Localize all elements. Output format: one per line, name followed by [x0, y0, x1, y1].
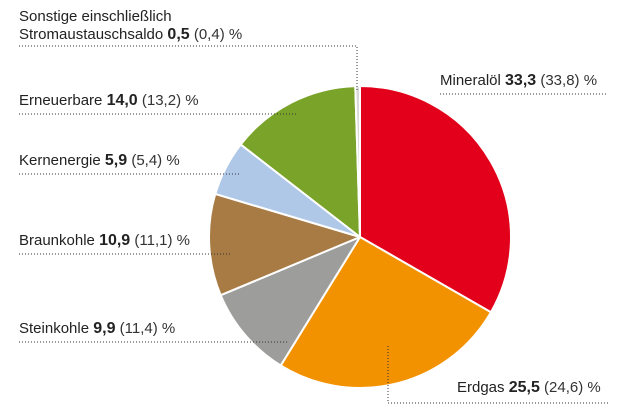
label-kernenergie-name: Kernenergie: [19, 152, 101, 169]
pie-slice-sonstige: [354, 84, 361, 238]
value-mineraloel: 33,3: [505, 72, 537, 89]
prev-value-steinkohle: (11,4): [119, 320, 158, 337]
value-sonstige: 0,5: [167, 26, 190, 43]
value-braunkohle: 10,9: [99, 232, 131, 249]
unit-braunkohle: %: [176, 232, 190, 249]
label-kernenergie: Kernenergie 5,9 (5,4) %: [19, 152, 180, 170]
pie-slice-braunkohle: [208, 192, 361, 297]
label-braunkohle-name: Braunkohle: [19, 232, 95, 249]
pie-slices: [208, 84, 512, 389]
pie-slice-erneuerbare: [239, 85, 361, 238]
label-erneuerbare-name: Erneuerbare: [19, 92, 103, 109]
leader-line-sonstige: [19, 45, 358, 90]
unit-erneuerbare: %: [185, 92, 199, 109]
pie-slice-steinkohle: [219, 236, 361, 367]
pie-slice-erdgas: [279, 236, 492, 389]
unit-sonstige: %: [228, 26, 243, 43]
value-steinkohle: 9,9: [93, 320, 116, 337]
leader-lines: [19, 45, 608, 404]
prev-value-mineraloel: (33,8): [540, 72, 580, 89]
unit-mineraloel: %: [583, 72, 598, 89]
prev-value-erdgas: (24,6): [544, 379, 584, 396]
prev-value-erneuerbare: (13,2): [141, 92, 182, 109]
label-steinkohle: Steinkohle 9,9 (11,4) %: [19, 320, 175, 338]
label-erdgas-name: Erdgas: [457, 379, 505, 396]
label-braunkohle: Braunkohle 10,9 (11,1) %: [19, 232, 190, 250]
value-erdgas: 25,5: [508, 379, 540, 396]
label-erdgas: Erdgas 25,5 (24,6) %: [457, 379, 601, 397]
unit-kernenergie: %: [166, 152, 180, 169]
leader-line-erdgas: [387, 346, 608, 404]
label-sonstige-line1: Sonstige einschließlich: [19, 8, 172, 25]
prev-value-sonstige: (0,4): [193, 26, 225, 43]
unit-steinkohle: %: [161, 320, 176, 337]
prev-value-kernenergie: (5,4): [131, 152, 163, 169]
label-sonstige: Sonstige einschließlich Stromaustauschsa…: [19, 8, 242, 44]
value-erneuerbare: 14,0: [106, 92, 138, 109]
prev-value-braunkohle: (11,1): [134, 232, 173, 249]
label-sonstige-line2: Stromaustauschsaldo: [19, 26, 164, 43]
label-erneuerbare: Erneuerbare 14,0 (13,2) %: [19, 92, 199, 110]
unit-erdgas: %: [587, 379, 601, 396]
value-kernenergie: 5,9: [104, 152, 128, 169]
label-mineraloel: Mineralöl 33,3 (33,8) %: [440, 72, 597, 90]
label-mineraloel-name: Mineralöl: [440, 72, 501, 89]
label-steinkohle-name: Steinkohle: [19, 320, 90, 337]
pie-slice-mineraloel: [359, 85, 512, 314]
